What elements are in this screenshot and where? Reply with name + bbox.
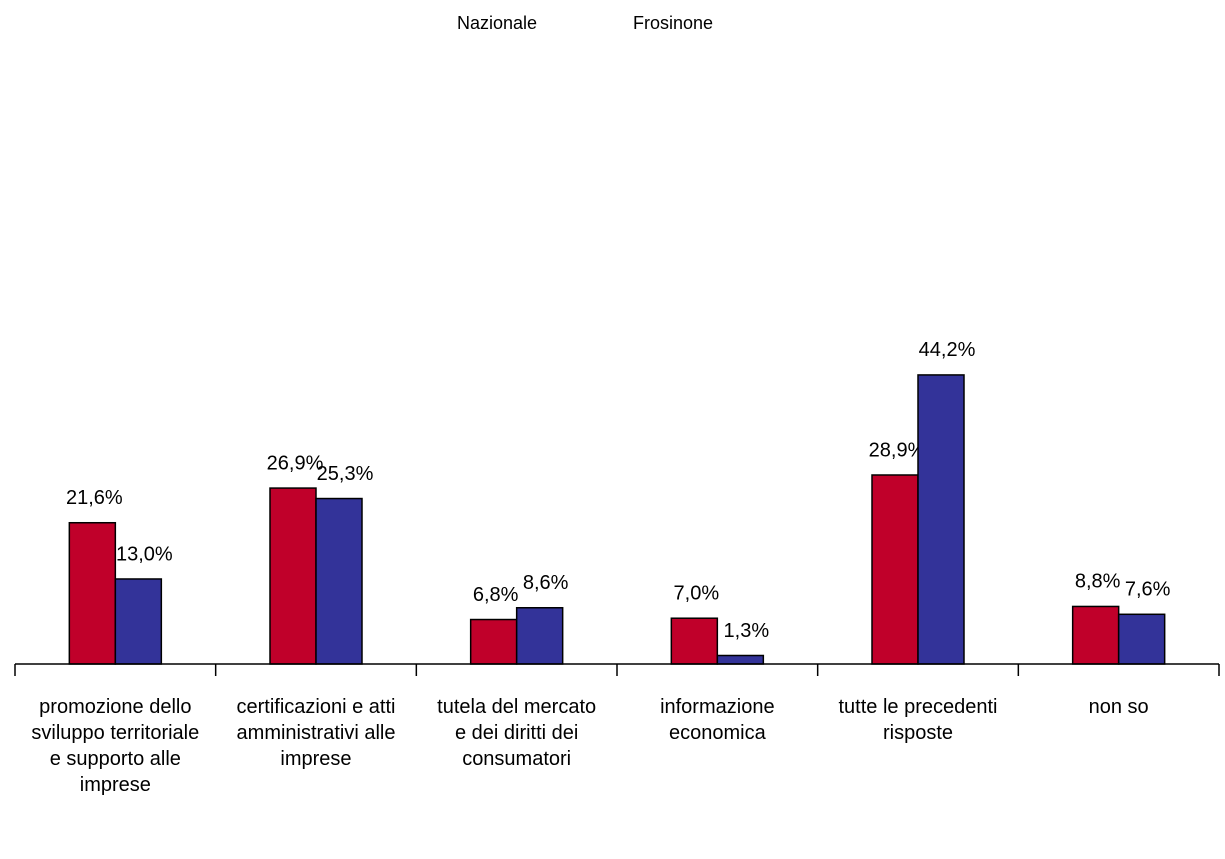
x-tick-label: promozione dello sviluppo territoriale e… — [31, 696, 200, 796]
x-tick-label: tutte le precedenti risposte — [838, 696, 998, 744]
data-label: 13,0% — [116, 543, 173, 565]
bar — [68, 521, 117, 665]
data-label: 25,3% — [317, 463, 374, 485]
bar — [1071, 605, 1120, 665]
bar — [917, 374, 965, 665]
x-tick-label: non so — [1088, 696, 1149, 718]
bar — [114, 578, 163, 665]
data-label: 21,6% — [66, 487, 123, 509]
x-tick-label: tutela del mercato e dei diritti dei con… — [437, 696, 597, 770]
legend-label: Nazionale — [457, 13, 537, 33]
bar — [315, 497, 363, 665]
data-label: 6,8% — [473, 584, 519, 606]
data-label: 1,3% — [724, 620, 770, 642]
data-label: 26,9% — [267, 452, 324, 474]
bar — [269, 487, 317, 665]
bar — [1117, 613, 1166, 665]
data-label: 7,0% — [674, 583, 720, 605]
bar — [716, 654, 765, 665]
bar — [469, 618, 518, 665]
x-tick-label: certificazioni e atti amministrativi all… — [236, 696, 396, 770]
legend-label: Frosinone — [633, 13, 713, 33]
bar — [670, 617, 719, 665]
data-label: 8,8% — [1075, 571, 1121, 593]
bar — [515, 607, 564, 665]
data-label: 8,6% — [523, 572, 569, 594]
data-label: 44,2% — [919, 339, 976, 361]
x-tick-label: informazione economica — [660, 696, 775, 744]
bar — [871, 474, 919, 665]
data-label: 28,9% — [869, 439, 926, 461]
data-label: 7,6% — [1125, 579, 1171, 601]
